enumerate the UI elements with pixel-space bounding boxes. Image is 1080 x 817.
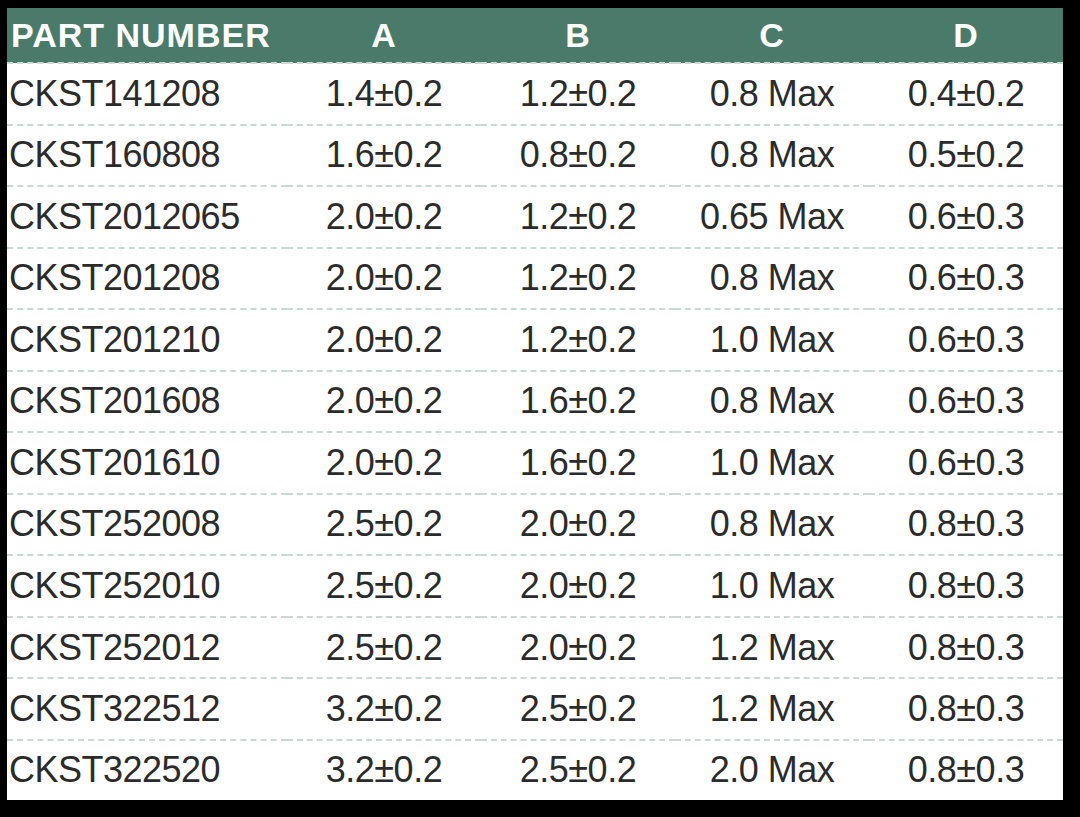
- dimension-c-cell: 0.65 Max: [675, 186, 869, 248]
- part-number-cell: CKST252010: [7, 555, 287, 617]
- table-row: CKST1608081.6±0.20.8±0.20.8 Max0.5±0.2: [7, 125, 1063, 187]
- table-header: PART NUMBERABCD: [7, 8, 1063, 63]
- part-spec-table: PART NUMBERABCD CKST1412081.4±0.21.2±0.2…: [7, 8, 1063, 800]
- column-header-a: A: [287, 8, 481, 63]
- dimension-d-cell: 0.6±0.3: [869, 186, 1063, 248]
- dimension-c-cell: 0.8 Max: [675, 125, 869, 187]
- dimension-d-cell: 0.6±0.3: [869, 309, 1063, 371]
- table-body: CKST1412081.4±0.21.2±0.20.8 Max0.4±0.2CK…: [7, 63, 1063, 800]
- dimension-b-cell: 2.0±0.2: [481, 555, 675, 617]
- dimension-d-cell: 0.8±0.3: [869, 678, 1063, 740]
- part-number-cell: CKST160808: [7, 125, 287, 187]
- dimension-b-cell: 2.0±0.2: [481, 494, 675, 556]
- table-row: CKST20120652.0±0.21.2±0.20.65 Max0.6±0.3: [7, 186, 1063, 248]
- dimension-b-cell: 2.0±0.2: [481, 617, 675, 679]
- dimension-b-cell: 0.8±0.2: [481, 125, 675, 187]
- dimension-a-cell: 1.6±0.2: [287, 125, 481, 187]
- dimension-c-cell: 1.2 Max: [675, 678, 869, 740]
- dimension-a-cell: 2.0±0.2: [287, 248, 481, 310]
- dimension-c-cell: 0.8 Max: [675, 248, 869, 310]
- table-row: CKST2520122.5±0.22.0±0.21.2 Max0.8±0.3: [7, 617, 1063, 679]
- table-header-row: PART NUMBERABCD: [7, 8, 1063, 63]
- dimension-c-cell: 0.8 Max: [675, 494, 869, 556]
- column-header-d: D: [869, 8, 1063, 63]
- table-row: CKST2520082.5±0.22.0±0.20.8 Max0.8±0.3: [7, 494, 1063, 556]
- column-header-b: B: [481, 8, 675, 63]
- dimension-a-cell: 2.0±0.2: [287, 186, 481, 248]
- dimension-d-cell: 0.6±0.3: [869, 371, 1063, 433]
- column-header-c: C: [675, 8, 869, 63]
- table-row: CKST2520102.5±0.22.0±0.21.0 Max0.8±0.3: [7, 555, 1063, 617]
- dimension-c-cell: 1.0 Max: [675, 555, 869, 617]
- table-row: CKST2012082.0±0.21.2±0.20.8 Max0.6±0.3: [7, 248, 1063, 310]
- dimension-d-cell: 0.5±0.2: [869, 125, 1063, 187]
- dimension-d-cell: 0.8±0.3: [869, 555, 1063, 617]
- part-number-cell: CKST252008: [7, 494, 287, 556]
- dimension-b-cell: 2.5±0.2: [481, 678, 675, 740]
- dimension-a-cell: 2.0±0.2: [287, 432, 481, 494]
- dimension-a-cell: 2.0±0.2: [287, 309, 481, 371]
- dimension-c-cell: 1.0 Max: [675, 432, 869, 494]
- part-number-cell: CKST201208: [7, 248, 287, 310]
- table-row: CKST1412081.4±0.21.2±0.20.8 Max0.4±0.2: [7, 63, 1063, 125]
- dimension-a-cell: 3.2±0.2: [287, 740, 481, 800]
- part-number-cell: CKST322512: [7, 678, 287, 740]
- dimension-d-cell: 0.4±0.2: [869, 63, 1063, 125]
- dimension-a-cell: 2.5±0.2: [287, 617, 481, 679]
- dimension-c-cell: 0.8 Max: [675, 371, 869, 433]
- part-number-cell: CKST201610: [7, 432, 287, 494]
- dimension-b-cell: 1.2±0.2: [481, 309, 675, 371]
- dimension-b-cell: 1.2±0.2: [481, 63, 675, 125]
- dimension-b-cell: 2.5±0.2: [481, 740, 675, 800]
- table-row: CKST3225123.2±0.22.5±0.21.2 Max0.8±0.3: [7, 678, 1063, 740]
- dimension-d-cell: 0.8±0.3: [869, 494, 1063, 556]
- dimension-d-cell: 0.8±0.3: [869, 617, 1063, 679]
- dimension-a-cell: 1.4±0.2: [287, 63, 481, 125]
- dimension-b-cell: 1.2±0.2: [481, 248, 675, 310]
- part-number-cell: CKST201608: [7, 371, 287, 433]
- table-row: CKST2016082.0±0.21.6±0.20.8 Max0.6±0.3: [7, 371, 1063, 433]
- part-number-cell: CKST201210: [7, 309, 287, 371]
- part-number-cell: CKST252012: [7, 617, 287, 679]
- dimension-c-cell: 1.0 Max: [675, 309, 869, 371]
- dimension-a-cell: 2.5±0.2: [287, 555, 481, 617]
- part-number-cell: CKST141208: [7, 63, 287, 125]
- dimension-c-cell: 0.8 Max: [675, 63, 869, 125]
- dimension-d-cell: 0.6±0.3: [869, 248, 1063, 310]
- dimension-a-cell: 2.5±0.2: [287, 494, 481, 556]
- table-row: CKST2012102.0±0.21.2±0.21.0 Max0.6±0.3: [7, 309, 1063, 371]
- part-number-cell: CKST2012065: [7, 186, 287, 248]
- dimension-c-cell: 1.2 Max: [675, 617, 869, 679]
- table-frame: PART NUMBERABCD CKST1412081.4±0.21.2±0.2…: [7, 8, 1063, 800]
- dimension-d-cell: 0.8±0.3: [869, 740, 1063, 800]
- dimension-b-cell: 1.6±0.2: [481, 432, 675, 494]
- dimension-b-cell: 1.6±0.2: [481, 371, 675, 433]
- table-row: CKST3225203.2±0.22.5±0.22.0 Max0.8±0.3: [7, 740, 1063, 800]
- table-row: CKST2016102.0±0.21.6±0.21.0 Max0.6±0.3: [7, 432, 1063, 494]
- dimension-c-cell: 2.0 Max: [675, 740, 869, 800]
- dimension-d-cell: 0.6±0.3: [869, 432, 1063, 494]
- part-number-cell: CKST322520: [7, 740, 287, 800]
- dimension-b-cell: 1.2±0.2: [481, 186, 675, 248]
- column-header-part-number: PART NUMBER: [7, 8, 287, 63]
- dimension-a-cell: 2.0±0.2: [287, 371, 481, 433]
- dimension-a-cell: 3.2±0.2: [287, 678, 481, 740]
